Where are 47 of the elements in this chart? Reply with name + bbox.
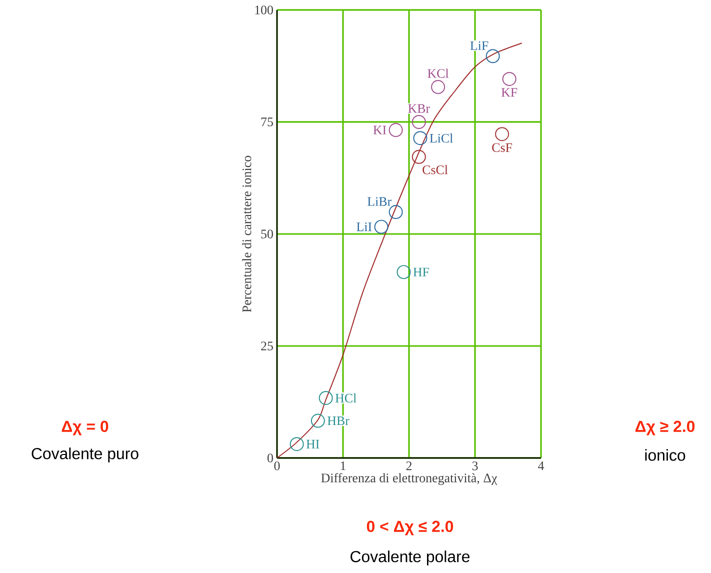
series-label: KF xyxy=(501,88,518,97)
point xyxy=(290,437,304,452)
y-axis-title: Percentuale di carattere ionico xyxy=(242,156,252,312)
series-label: KI xyxy=(373,126,386,134)
y-tick-label: 0 xyxy=(268,454,273,462)
text: ionico xyxy=(645,449,686,461)
y-tick-label: 50 xyxy=(261,230,273,238)
series-label: HCl xyxy=(335,393,356,403)
y-tick-label: 100 xyxy=(255,6,273,14)
text: Covalente puro xyxy=(32,448,138,462)
line-series xyxy=(276,42,522,458)
y-tick-label: 25 xyxy=(261,342,273,350)
series-label: HBr xyxy=(328,416,350,426)
point xyxy=(388,205,403,220)
series-label: LiF xyxy=(470,41,488,50)
text: Δχ = 0 xyxy=(62,420,108,436)
point xyxy=(502,72,516,86)
series-label: KBr xyxy=(408,104,430,113)
x-tick-label: 4 xyxy=(538,462,544,470)
series-label: CsF xyxy=(492,143,512,152)
point xyxy=(318,390,333,405)
series-label: HF xyxy=(413,268,430,276)
point xyxy=(495,127,510,142)
text: 0 < Δχ ≤ 2.0 xyxy=(366,520,454,536)
series-label: CsCl xyxy=(422,165,448,174)
point xyxy=(486,49,500,64)
y-tick-label: 75 xyxy=(261,118,273,126)
point xyxy=(412,114,426,129)
point xyxy=(310,414,325,428)
x-tick-label: 1 xyxy=(340,462,346,470)
point xyxy=(431,80,446,94)
point xyxy=(374,220,388,234)
series-label: LiI xyxy=(356,222,372,232)
series-label: LiBr xyxy=(368,197,392,206)
series-label: HI xyxy=(306,440,320,448)
text: Covalente polare xyxy=(350,550,470,566)
point xyxy=(396,265,411,280)
x-tick-label: 0 xyxy=(274,462,280,470)
series-label: KCl xyxy=(428,68,449,78)
point xyxy=(413,131,428,146)
text: Δχ ≥ 2.0 xyxy=(635,420,695,436)
point xyxy=(388,123,403,138)
x-tick-label: 3 xyxy=(472,462,478,470)
point xyxy=(412,150,426,164)
x-tick-label: 2 xyxy=(406,462,412,470)
series-label: LiCl xyxy=(430,134,453,143)
x-axis-title: Differenza di elettronegatività, Δχ xyxy=(321,473,498,485)
